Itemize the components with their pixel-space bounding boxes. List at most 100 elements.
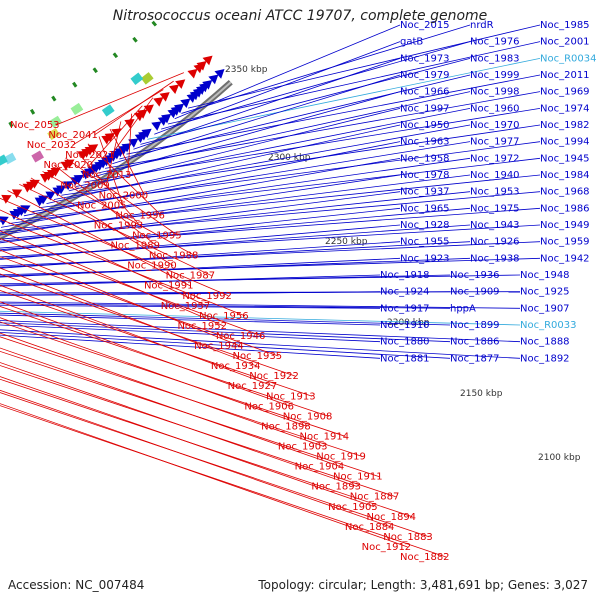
forward-leader-line	[133, 57, 401, 150]
reverse-leader-line	[0, 197, 229, 297]
analysis-block	[70, 102, 84, 116]
forward-leader-line	[140, 57, 471, 145]
reverse-leader-line	[0, 405, 447, 558]
forward-gene-label: Noc_2001	[540, 37, 590, 48]
forward-gene-label: Noc_R0033	[520, 320, 577, 331]
reverse-leader-line	[0, 392, 430, 538]
forward-leader-line	[46, 124, 401, 205]
reverse-gene-label: Noc_1906	[244, 401, 294, 412]
analysis-block	[0, 154, 8, 167]
reverse-gene-label: Noc_1898	[261, 421, 311, 432]
forward-gene-label: Noc_1924	[380, 287, 430, 298]
forward-gene-arrow	[0, 220, 2, 223]
forward-gene-label: Noc_2011	[540, 70, 590, 81]
analysis-block	[140, 72, 154, 85]
forward-leader-line	[0, 224, 541, 258]
reverse-leader-line	[7, 190, 191, 287]
reverse-leader-line	[72, 89, 164, 146]
forward-leader-line	[0, 174, 401, 236]
analysis-blocks-ring	[0, 72, 154, 167]
reverse-gene-label: Noc_2009	[60, 180, 110, 191]
reverse-leader-line	[0, 365, 396, 498]
reverse-leader-line	[0, 273, 296, 377]
reverse-gene-arrow	[40, 173, 51, 183]
reverse-gene-arrow	[168, 84, 180, 95]
reverse-gene-arrow	[193, 63, 204, 74]
forward-gene-arrow	[45, 191, 56, 201]
reverse-gene-label: Noc_1957	[161, 301, 211, 312]
tick-dash	[151, 20, 158, 27]
forward-gene-label: Noc_1983	[470, 53, 520, 64]
forward-gene-arrow	[214, 69, 225, 79]
forward-gene-label: Noc_1881	[380, 353, 430, 364]
reverse-leader-line	[98, 136, 124, 206]
reverse-leader-line	[30, 177, 174, 266]
forward-gene-label: Noc_1979	[400, 70, 450, 81]
forward-leader-line	[187, 24, 541, 109]
reverse-leader-line	[0, 301, 291, 407]
forward-leader-line	[0, 274, 381, 287]
reverse-leader-line	[0, 256, 279, 357]
reverse-gene-label: Noc_1904	[295, 462, 345, 473]
forward-leader-line	[0, 191, 471, 242]
tick-dash	[112, 52, 119, 59]
reverse-gene-label: Noc_1905	[328, 502, 378, 513]
analysis-block	[130, 72, 144, 85]
reverse-gene-label: Noc_1882	[400, 552, 450, 563]
forward-leader-line	[0, 241, 471, 268]
tick-dash	[8, 121, 14, 128]
forward-gene-label: Noc_1973	[400, 53, 450, 64]
forward-gene-label: Noc_1877	[450, 353, 500, 364]
tick-dash	[72, 81, 78, 88]
forward-gene-label: Noc_1972	[470, 153, 520, 164]
reverse-leader-line	[0, 378, 413, 518]
reverse-leader-line	[0, 332, 325, 447]
reverse-gene-label: Noc_1883	[383, 532, 433, 543]
forward-gene-label: Noc_1984	[540, 170, 590, 181]
forward-leader-line	[0, 224, 401, 260]
forward-leader-line	[154, 41, 401, 135]
forward-leader-line	[53, 124, 471, 200]
forward-leader-line	[0, 320, 521, 343]
forward-gene-label: Noc_1985	[540, 20, 590, 31]
reverse-gene-label: Noc_1995	[132, 231, 182, 242]
forward-gene-label: Noc_1965	[400, 203, 450, 214]
reverse-leader-line	[0, 403, 408, 548]
scale-label: 2250 kbp	[325, 237, 368, 247]
forward-gene-label: Noc_1974	[540, 103, 590, 114]
forward-gene-arrow	[9, 210, 20, 220]
forward-leader-line	[119, 74, 471, 160]
tick-dash	[51, 95, 57, 102]
forward-gene-label: Noc_1963	[400, 137, 450, 148]
forward-gene-arrow	[151, 121, 162, 131]
forward-gene-label: Noc_1970	[470, 120, 520, 131]
reverse-leader-line	[0, 290, 313, 397]
forward-feature-ring	[0, 69, 225, 226]
forward-leader-line	[0, 241, 541, 267]
forward-leader-line	[0, 301, 521, 309]
reverse-gene-label: Noc_1996	[115, 210, 165, 221]
reverse-gene-arrow	[77, 150, 89, 160]
reverse-leader-line	[0, 306, 329, 417]
forward-gene-label: Noc_1942	[540, 253, 590, 264]
forward-gene-label: Noc_1999	[470, 70, 520, 81]
analysis-block	[101, 104, 115, 117]
reverse-leader-line	[0, 362, 358, 488]
reverse-leader-line	[65, 157, 179, 236]
reverse-gene-label: Noc_1894	[367, 512, 417, 523]
forward-gene-arrow	[80, 170, 91, 180]
reverse-leader-line	[55, 72, 185, 126]
forward-gene-label: Noc_1886	[450, 337, 500, 348]
forward-leader-line	[174, 24, 401, 120]
reverse-gene-label: Noc_2021	[65, 150, 115, 161]
forward-gene-label: Noc_1953	[470, 187, 520, 198]
forward-leader-line	[0, 304, 381, 309]
forward-leader-line	[76, 107, 471, 187]
forward-gene-arrow	[208, 74, 219, 85]
reverse-gene-arrow	[1, 194, 12, 204]
forward-gene-label: Noc_1928	[400, 220, 450, 231]
forward-leader-line	[0, 303, 451, 309]
forward-gene-label: gatB	[400, 37, 423, 48]
forward-gene-arrow	[167, 108, 178, 119]
forward-gene-label: Noc_1940	[470, 170, 520, 181]
